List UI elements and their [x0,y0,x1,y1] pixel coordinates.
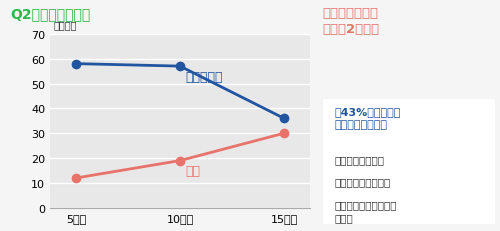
Text: ・疲れなくなった: ・疲れなくなった [334,154,384,164]
Text: Q2：目の疲れは？: Q2：目の疲れは？ [10,7,90,21]
Text: （人数）: （人数） [53,20,76,30]
Text: わからない: わからない [185,70,222,83]
Text: 約43%の方が目の
疲れの改善を実感: 約43%の方が目の 疲れの改善を実感 [334,107,401,130]
Text: 「目の疲れ」の
改善は2週間！: 「目の疲れ」の 改善は2週間！ [322,7,380,36]
Text: ・目薬の回数が減った
　など: ・目薬の回数が減った など [334,199,397,222]
Text: ・充血しなくなった: ・充血しなくなった [334,177,391,187]
Text: 改善: 改善 [185,164,200,177]
FancyBboxPatch shape [314,93,500,230]
